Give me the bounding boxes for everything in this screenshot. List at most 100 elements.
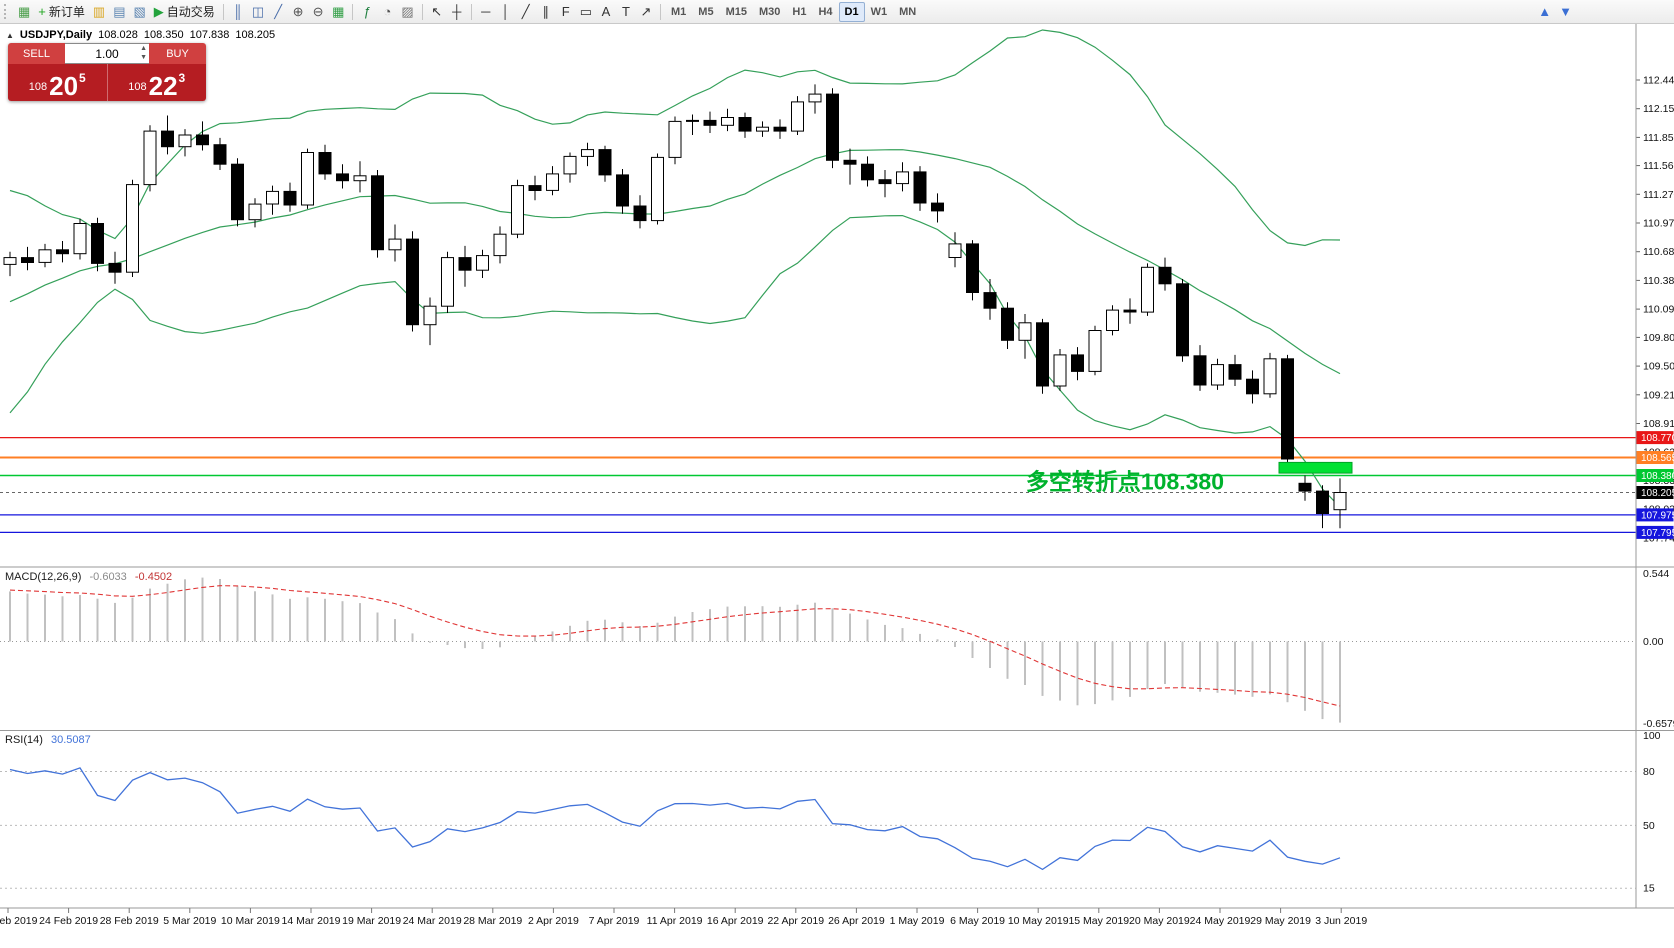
new-order-button[interactable]: + 新订单 bbox=[34, 2, 89, 22]
timeframe-h4-button[interactable]: H4 bbox=[812, 2, 838, 22]
highlight-rectangle[interactable] bbox=[1278, 461, 1353, 474]
candlestick-chart-button[interactable]: ◫ bbox=[248, 2, 268, 22]
ohlc-high: 108.350 bbox=[143, 29, 184, 41]
candle-body bbox=[983, 292, 997, 309]
candle-body bbox=[178, 134, 192, 148]
auto-trading-button[interactable]: ▶ 自动交易 bbox=[150, 2, 219, 22]
periods-button[interactable]: ◔ bbox=[377, 2, 397, 22]
horizontal-line-button[interactable]: ─ bbox=[476, 2, 496, 22]
new-order-label: 新订单 bbox=[48, 5, 85, 19]
timeframe-m15-button[interactable]: M15 bbox=[720, 2, 753, 22]
crosshair-button[interactable]: ┼ bbox=[447, 2, 467, 22]
macd-value-main: -0.6033 bbox=[89, 571, 127, 583]
toolbar-separator bbox=[421, 3, 423, 20]
arrows-button[interactable]: ↗ bbox=[636, 2, 656, 22]
sell-price-prefix: 108 bbox=[28, 81, 48, 93]
equidistant-channel-button[interactable]: ∥ bbox=[536, 2, 556, 22]
scroll-down-button[interactable]: ▼ bbox=[1555, 2, 1576, 22]
shapes-button[interactable]: ▭ bbox=[576, 2, 596, 22]
pivot-annotation-text[interactable]: 多空转折点108.380 bbox=[1026, 469, 1224, 495]
candle-body bbox=[493, 233, 507, 257]
price-tick-label: 110.090 bbox=[1643, 304, 1674, 316]
volume-input[interactable]: 1.00 ▲ ▼ bbox=[65, 43, 149, 64]
candle-body bbox=[1036, 322, 1049, 387]
candle-body bbox=[476, 255, 489, 271]
candle-body bbox=[633, 205, 647, 222]
cursor-button[interactable]: ↖ bbox=[427, 2, 447, 22]
templates-button[interactable]: ▨ bbox=[397, 2, 417, 22]
text-button[interactable]: A bbox=[596, 2, 616, 22]
market-watch-button[interactable]: ▥ bbox=[89, 2, 109, 22]
timeframe-m5-button[interactable]: M5 bbox=[692, 2, 719, 22]
timeframe-w1-button[interactable]: W1 bbox=[865, 2, 894, 22]
candle-body bbox=[1281, 358, 1294, 460]
timeframe-m1-button[interactable]: M1 bbox=[665, 2, 692, 22]
price-tick-label: 109.210 bbox=[1643, 389, 1674, 401]
timeframe-m30-button[interactable]: M30 bbox=[753, 2, 786, 22]
rsi-name: RSI(14) bbox=[5, 734, 43, 746]
one-click-collapse-icon[interactable]: ▲ bbox=[6, 30, 14, 40]
candle-body bbox=[388, 238, 402, 251]
buy-button[interactable]: BUY bbox=[149, 43, 206, 64]
date-label: 3 Jun 2019 bbox=[1315, 915, 1367, 927]
bar-chart-button[interactable]: ║ bbox=[228, 2, 248, 22]
buy-price-big: 22 bbox=[148, 70, 178, 101]
sell-price[interactable]: 108 20 5 bbox=[8, 64, 108, 101]
indicators-icon: ƒ bbox=[363, 4, 372, 19]
candle-body bbox=[861, 163, 874, 181]
date-label: 11 Apr 2019 bbox=[647, 915, 703, 927]
indicators-button[interactable]: ƒ bbox=[357, 2, 377, 22]
trendline-button[interactable]: ╱ bbox=[516, 2, 536, 22]
candle-body bbox=[791, 101, 804, 132]
timeframe-mn-button[interactable]: MN bbox=[893, 2, 922, 22]
rsi-axis-label: 50 bbox=[1643, 820, 1655, 832]
print-button[interactable]: ▤ bbox=[109, 2, 129, 22]
zoom-in-button[interactable]: ⊕ bbox=[288, 2, 308, 22]
date-label: 29 May 2019 bbox=[1250, 915, 1311, 927]
price-level-lines[interactable] bbox=[0, 436, 1636, 534]
print-preview-button[interactable]: ▧ bbox=[130, 2, 150, 22]
price-badge-108.565 bbox=[1636, 451, 1674, 464]
new-chart-button[interactable]: ▦ bbox=[14, 2, 34, 22]
rsi-value: 30.5087 bbox=[50, 734, 91, 746]
candle-body bbox=[808, 93, 822, 103]
macd-value-signal: -0.4502 bbox=[134, 571, 173, 583]
candle-body bbox=[1228, 364, 1242, 380]
price-tick-label: 110.680 bbox=[1643, 246, 1674, 258]
line-chart-button[interactable]: ╱ bbox=[268, 2, 288, 22]
timeframe-d1-button[interactable]: D1 bbox=[838, 1, 865, 22]
candle-body bbox=[703, 119, 717, 126]
scroll-up-button[interactable]: ▲ bbox=[1534, 2, 1555, 22]
text-label-button[interactable]: T bbox=[616, 2, 636, 22]
vertical-line-button[interactable]: │ bbox=[496, 2, 516, 22]
sell-button[interactable]: SELL bbox=[8, 43, 65, 64]
candle-body bbox=[598, 149, 612, 176]
zoom-out-button[interactable]: ⊖ bbox=[308, 2, 328, 22]
date-label: 15 May 2019 bbox=[1068, 915, 1129, 927]
spin-up-icon[interactable]: ▲ bbox=[140, 45, 147, 52]
volume-spinner[interactable]: ▲ ▼ bbox=[140, 45, 147, 63]
candle-body bbox=[738, 117, 752, 132]
candle-body bbox=[161, 130, 174, 148]
fibonacci-button[interactable]: F bbox=[556, 2, 576, 22]
chart-background bbox=[0, 24, 1674, 948]
price-badge-label: 108.205 bbox=[1641, 488, 1674, 499]
tile-windows-button[interactable]: ▦ bbox=[328, 2, 348, 22]
toolbar-separator bbox=[222, 3, 224, 20]
tile-windows-icon: ▦ bbox=[332, 4, 345, 19]
symbol-period-label: USDJPY,Daily bbox=[19, 29, 93, 41]
macd-axis-label: -0.6579 bbox=[1643, 718, 1674, 730]
timeframe-h1-button[interactable]: H1 bbox=[786, 2, 812, 22]
date-label: 26 Apr 2019 bbox=[828, 915, 885, 927]
date-label: 20 May 2019 bbox=[1129, 915, 1190, 927]
spin-down-icon[interactable]: ▼ bbox=[140, 54, 147, 61]
buy-price[interactable]: 108 22 3 bbox=[108, 64, 207, 101]
candle-body bbox=[441, 257, 454, 307]
rsi-axis-label: 80 bbox=[1643, 766, 1655, 778]
chart-header: ▲ USDJPY,Daily 108.028 108.350 107.838 1… bbox=[6, 29, 275, 41]
new-chart-icon: ▦ bbox=[18, 4, 31, 19]
candle-body bbox=[1211, 364, 1224, 386]
